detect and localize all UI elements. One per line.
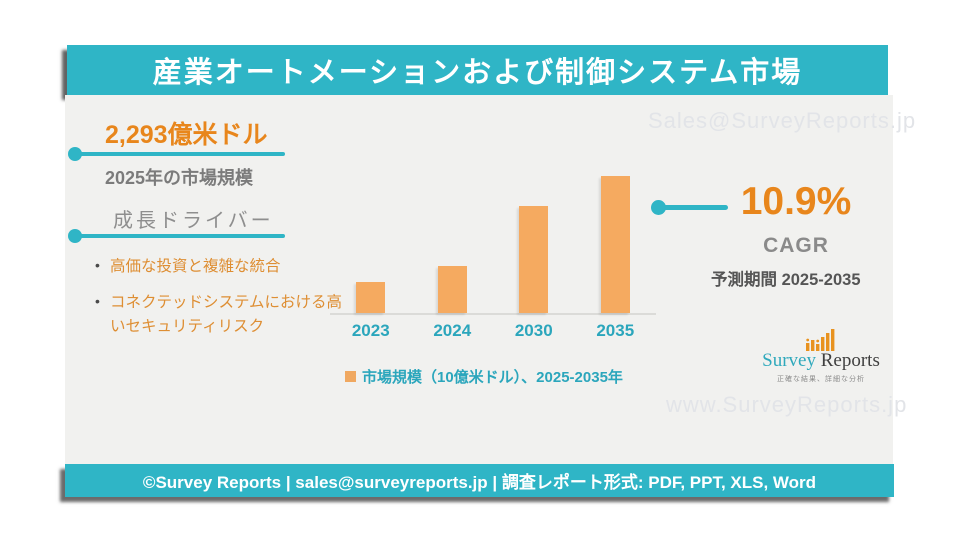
brand-logo: Survey Reports 正確な結果、詳細な分析: [747, 329, 895, 384]
chart-legend: 市場規模（10億米ドル）、2025-2035年: [345, 366, 623, 387]
x-axis-label-2035: 2035: [596, 321, 635, 340]
bar-column: [412, 266, 494, 313]
bar-2035: [600, 176, 630, 313]
divider-line-bottom: [68, 229, 285, 243]
cagr-connector-line: [651, 200, 728, 215]
growth-drivers-heading: 成長ドライバー: [113, 210, 274, 232]
brand-tagline: 正確な結果、詳細な分析: [777, 375, 865, 383]
bar-column: [493, 206, 575, 313]
plot-area: [330, 176, 657, 315]
page-title: 産業オートメーションおよび制御システム市場: [152, 57, 803, 89]
header-bar: 産業オートメーションおよび制御システム市場: [67, 45, 888, 95]
bar-column: [330, 282, 412, 313]
growth-driver-item: コネクテッドシステムにおける高いセキュリティリスク: [93, 291, 345, 338]
brand-name-survey: Survey: [762, 350, 816, 371]
cagr-value: 10.9%: [740, 180, 852, 223]
divider-dot-icon: [68, 229, 82, 243]
bar-2030: [519, 206, 549, 313]
brand-name-reports: Reports: [820, 350, 880, 371]
connector-dot-icon: [651, 200, 666, 215]
cagr-label: CAGR: [763, 234, 829, 257]
legend-label: 市場規模（10億米ドル）、2025-2035年: [362, 369, 623, 386]
divider-line-top: [68, 147, 285, 161]
growth-drivers-list: 高価な投資と複雑な統合 コネクテッドシステムにおける高いセキュリティリスク: [93, 255, 345, 351]
market-size-bar-chart: 2023 2024 2030 2035: [330, 176, 657, 341]
watermark-top: Sales@SurveyReports.jp: [648, 108, 917, 133]
bar-chart-icon: [747, 329, 895, 351]
bar-column: [575, 176, 657, 313]
x-axis-label-2030: 2030: [514, 321, 553, 340]
x-axis-label-2024: 2024: [433, 321, 472, 340]
brand-name: Survey Reports: [747, 350, 895, 372]
growth-driver-item: 高価な投資と複雑な統合: [93, 255, 345, 278]
x-axis-labels: 2023 2024 2030 2035: [330, 315, 656, 341]
footer-text: ©Survey Reports | sales@surveyreports.jp…: [142, 473, 817, 492]
content-area: Sales@SurveyReports.jp www.SurveyReports…: [65, 95, 915, 464]
bar-2023: [356, 282, 386, 313]
x-axis-label-2023: 2023: [351, 321, 390, 340]
bar-2024: [437, 266, 467, 313]
market-value: 2,293億米ドル: [105, 121, 268, 149]
footer-bar: ©Survey Reports | sales@surveyreports.jp…: [65, 464, 894, 497]
forecast-period: 予測期間 2025-2035: [711, 271, 861, 289]
legend-swatch-icon: [345, 371, 356, 382]
watermark-bottom: www.SurveyReports.jp: [666, 392, 908, 417]
divider-dot-icon: [68, 147, 82, 161]
market-value-caption: 2025年の市場規模: [105, 168, 254, 188]
